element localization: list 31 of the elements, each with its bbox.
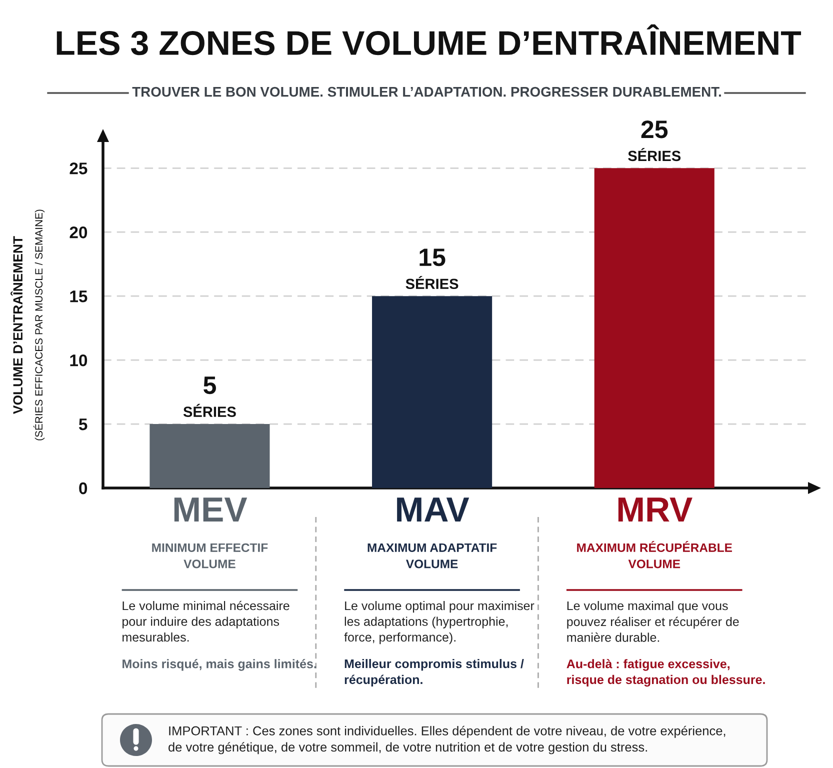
y-tick-label: 10 — [70, 354, 88, 366]
y-tick-label: 5 — [78, 418, 88, 430]
x-tick-label: MAV — [397, 498, 470, 522]
data-label: 25 — [641, 120, 668, 138]
text: MINIMUM EFFECTIF VOLUME — [152, 543, 268, 568]
x-tick-label: MRV — [618, 498, 692, 522]
bar — [150, 424, 270, 488]
y-tick-label: 0 — [79, 482, 88, 494]
text: Moins risqué, mais gains limités. — [122, 659, 316, 671]
text: IMPORTANT : Ces zones sont individuelles. Elles dépendent de votre niveau, de votre expérience, de votre génétique, de votre sommeil, de votre nutrition et de votre gestion du stress. — [168, 726, 726, 754]
y-axis-title: VOLUME D’ENTRAÎNEMENT (SÉRIES EFFICACES PAR MUSCLE / SEMAINE) — [10, 210, 45, 440]
annotation: SÉRIES — [628, 148, 681, 162]
y-tick-label: 20 — [70, 226, 88, 238]
text: MAXIMUM RÉCUPÉRABLE VOLUME — [577, 541, 732, 568]
chart-subtitle: TROUVER LE BON VOLUME. STIMULER L’ADAPTATION. PROGRESSER DURABLEMENT. — [132, 86, 721, 97]
text: Le volume maximal que vous pouvez réaliser et récupérer de manière durable. — [567, 601, 739, 642]
text: Le volume optimal pour maximiser les adaptations (hypertrophie, force, performance). — [344, 601, 534, 644]
text: Le volume minimal nécessaire pour induire des adaptations mesurables. — [122, 600, 290, 642]
text: Meilleur compromis stimulus / récupération. — [344, 659, 524, 687]
x-tick-label: MEV — [174, 498, 248, 522]
data-label: 15 — [420, 248, 446, 266]
data-label: 5 — [204, 376, 216, 394]
y-tick-label: 25 — [70, 162, 88, 174]
chart-title: LES 3 ZONES DE VOLUME D’ENTRAÎNEMENT — [56, 24, 802, 56]
annotation: SÉRIES — [183, 404, 236, 417]
annotation: SÉRIES — [406, 276, 458, 290]
y-tick-label: 15 — [70, 290, 88, 302]
text: Au-delà : fatigue excessive, risque de stagnation ou blessure. — [566, 659, 765, 687]
text: MAXIMUM ADAPTATIF VOLUME — [368, 543, 497, 568]
bar — [372, 296, 492, 488]
bar — [594, 168, 714, 488]
